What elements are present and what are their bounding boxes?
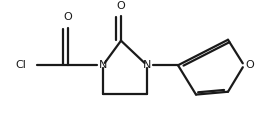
Text: N: N bbox=[143, 60, 151, 70]
Text: O: O bbox=[64, 12, 72, 22]
Text: O: O bbox=[245, 60, 254, 70]
Text: Cl: Cl bbox=[16, 60, 27, 70]
Text: O: O bbox=[117, 1, 125, 11]
Text: N: N bbox=[99, 60, 107, 70]
